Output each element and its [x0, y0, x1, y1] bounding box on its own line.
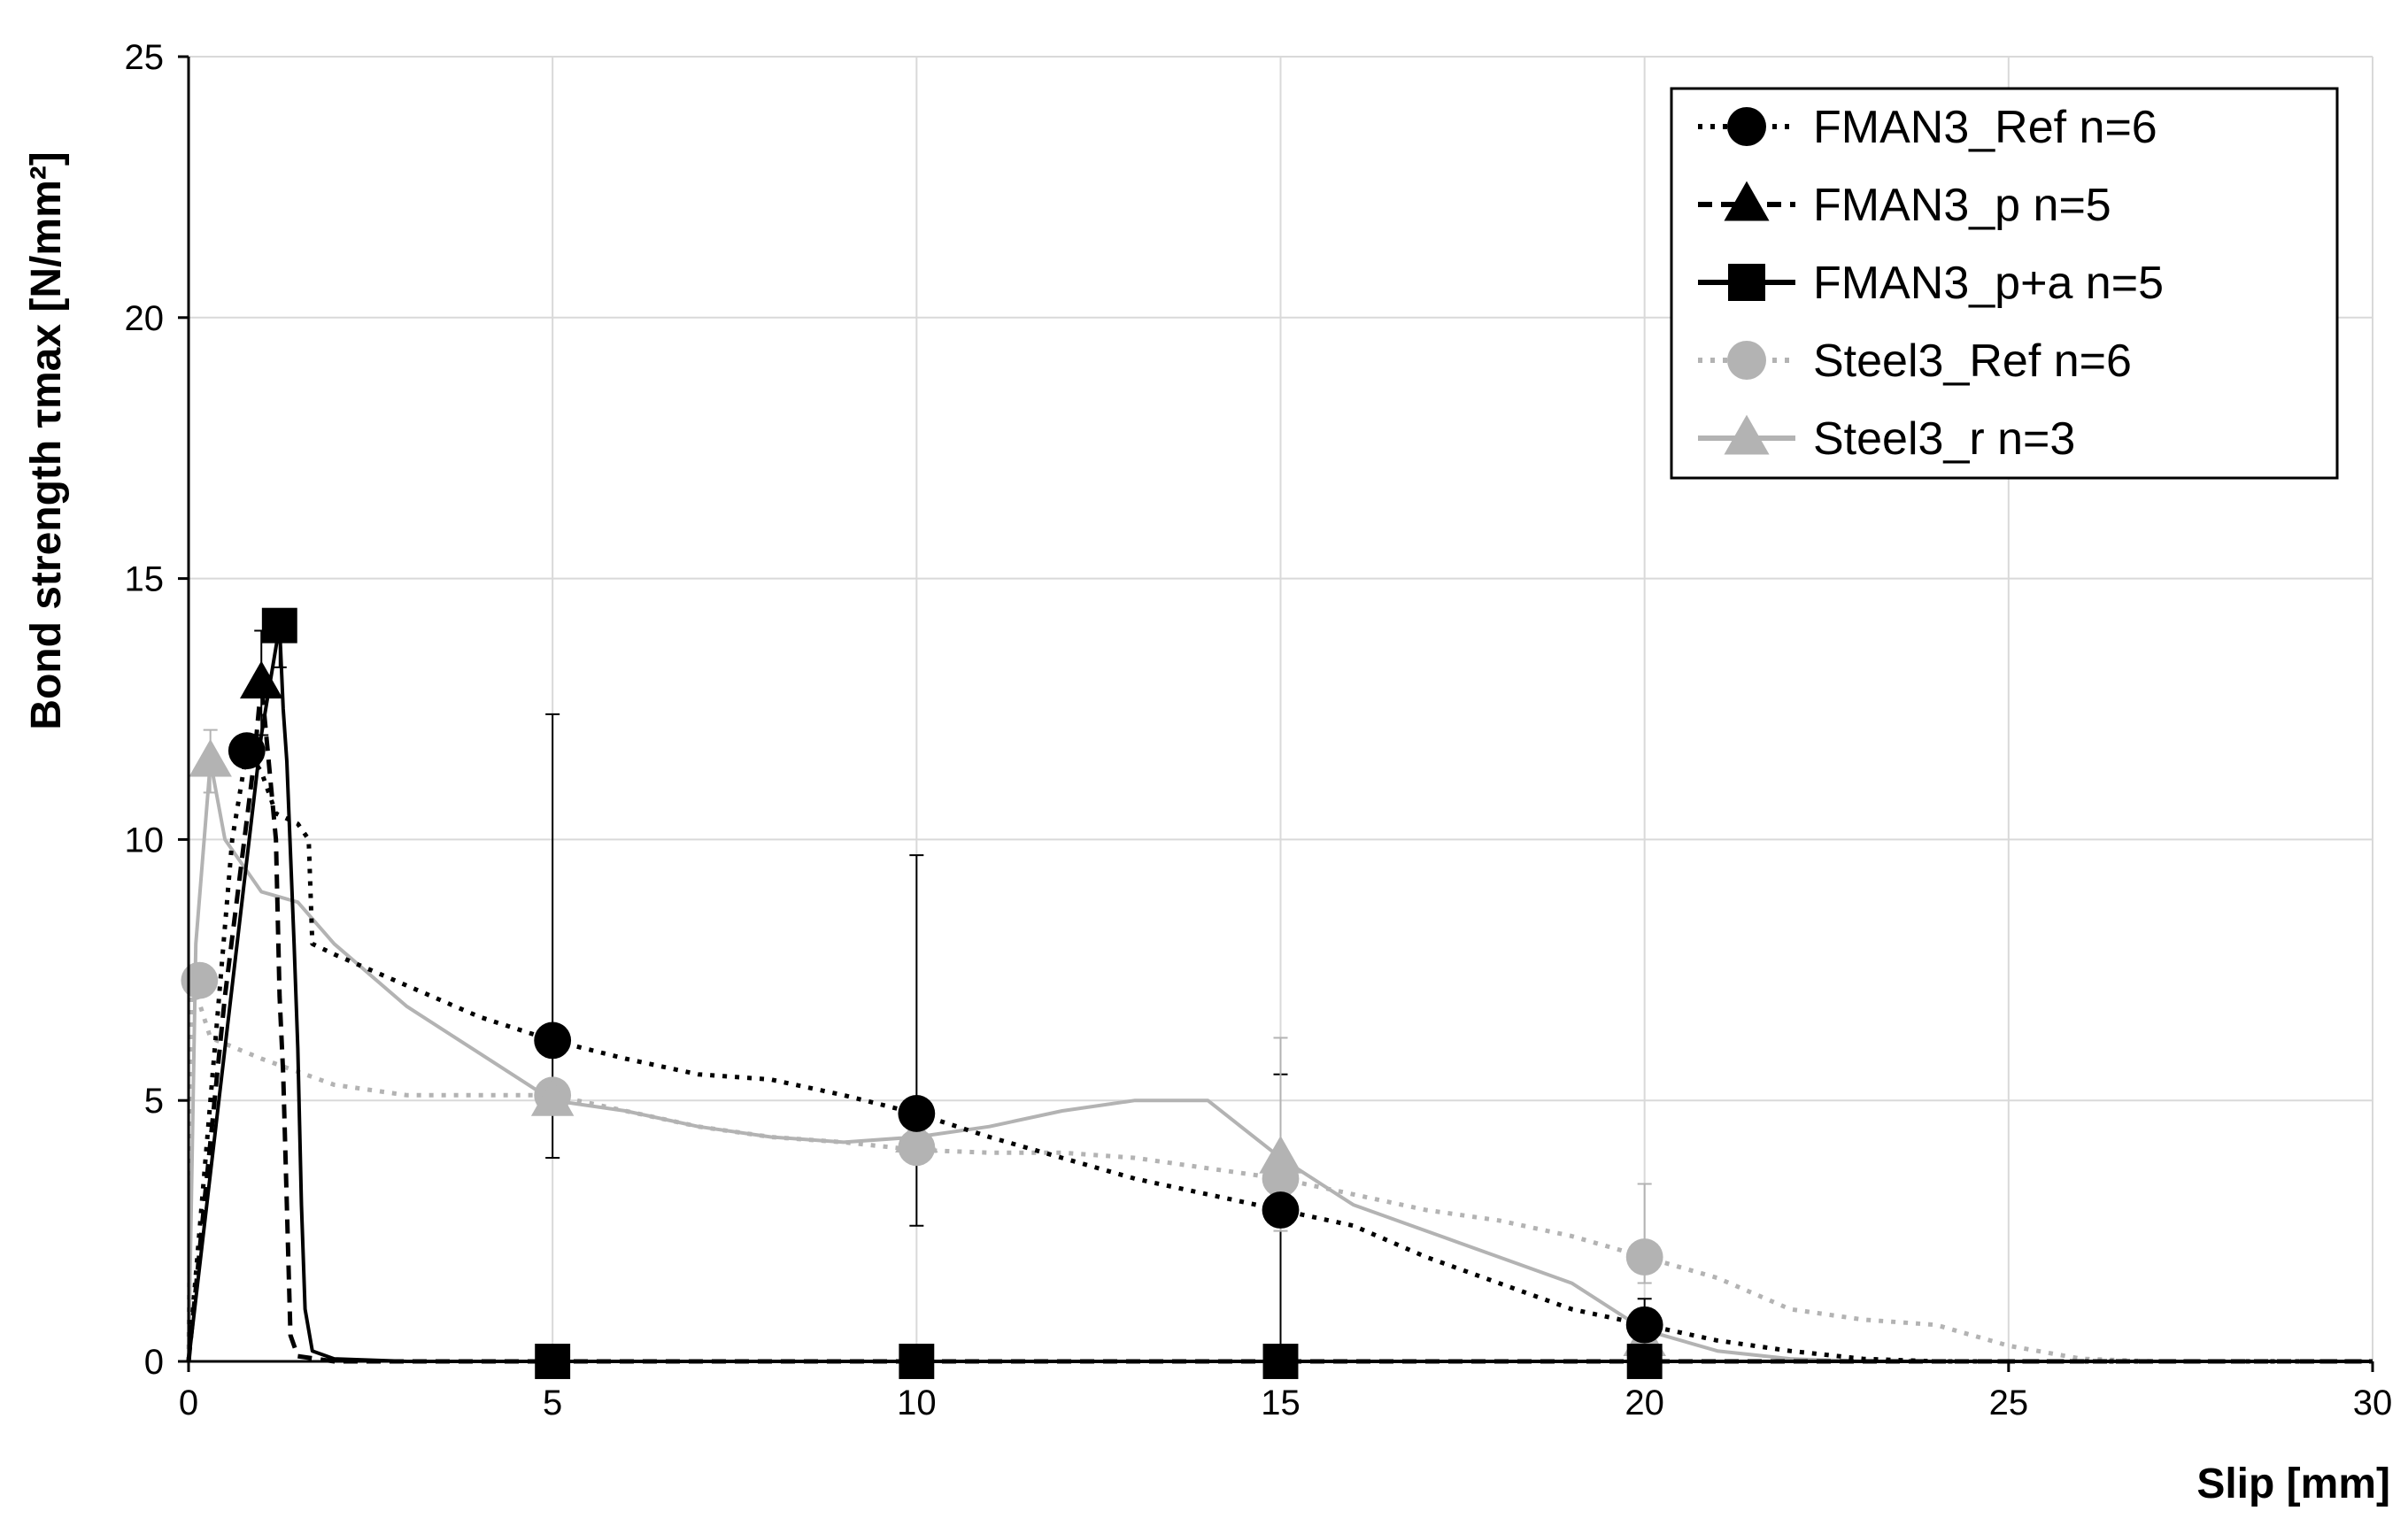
x-tick-labels: 0 5 10 15 20 25 30: [179, 1384, 2392, 1422]
legend-label: FMAN3_p+a n=5: [1813, 258, 2164, 309]
series-marker: [1625, 1306, 1663, 1344]
y-tick-label: 10: [125, 821, 165, 860]
y-tick-label: 20: [125, 299, 165, 338]
x-tick-label: 0: [179, 1384, 198, 1422]
y-tick-label: 25: [125, 38, 165, 77]
x-tick-label: 10: [897, 1384, 937, 1422]
legend-label: FMAN3_Ref n=6: [1813, 102, 2157, 153]
error-bars: [203, 624, 1652, 1362]
series-marker: [239, 660, 283, 699]
series-line: [186, 748, 2373, 1364]
series-marker: [228, 732, 266, 770]
legend-swatch-marker: [1727, 341, 1766, 380]
series-marker: [895, 1114, 938, 1153]
legend-swatch-marker: [1727, 107, 1766, 146]
y-tick-labels: 0 5 10 15 20 25: [125, 38, 165, 1382]
series-marker: [181, 961, 219, 999]
x-tick-label: 5: [543, 1384, 562, 1422]
legend: FMAN3_Ref n=6 FMAN3_p n=5 FMAN3_p+a n=5 Ste…: [1670, 87, 2339, 480]
legend-swatch-marker: [1724, 414, 1770, 455]
y-tick-label: 0: [144, 1343, 164, 1382]
series-marker: [898, 1095, 936, 1132]
legend-label: Steel3_r n=3: [1813, 413, 2075, 465]
y-tick-label: 15: [125, 560, 165, 599]
legend-label: Steel3_Ref n=6: [1813, 335, 2132, 387]
y-axis-title: Bond strength τmax [N/mm²]: [23, 151, 70, 729]
y-tick-label: 5: [144, 1082, 164, 1121]
series-marker: [534, 1021, 572, 1060]
series-marker: [189, 738, 232, 777]
series-marker: [261, 607, 297, 644]
x-axis-title: Slip [mm]: [2196, 1461, 2390, 1507]
x-tick-label: 25: [1989, 1384, 2029, 1422]
series-marker: [1625, 1238, 1663, 1276]
x-tick-label: 15: [1261, 1384, 1300, 1422]
series-line: [187, 623, 2373, 1363]
legend-swatch-marker: [1724, 181, 1770, 221]
series-marker: [1259, 1135, 1302, 1174]
series-line: [186, 978, 2373, 1364]
x-tick-label: 30: [2353, 1384, 2393, 1422]
legend-swatch-marker: [1728, 264, 1765, 301]
axes: [178, 55, 2374, 1372]
legend-label: FMAN3_p n=5: [1813, 180, 2111, 231]
x-tick-label: 20: [1625, 1384, 1664, 1422]
series-marker: [530, 1078, 575, 1116]
series-marker: [1262, 1191, 1300, 1229]
